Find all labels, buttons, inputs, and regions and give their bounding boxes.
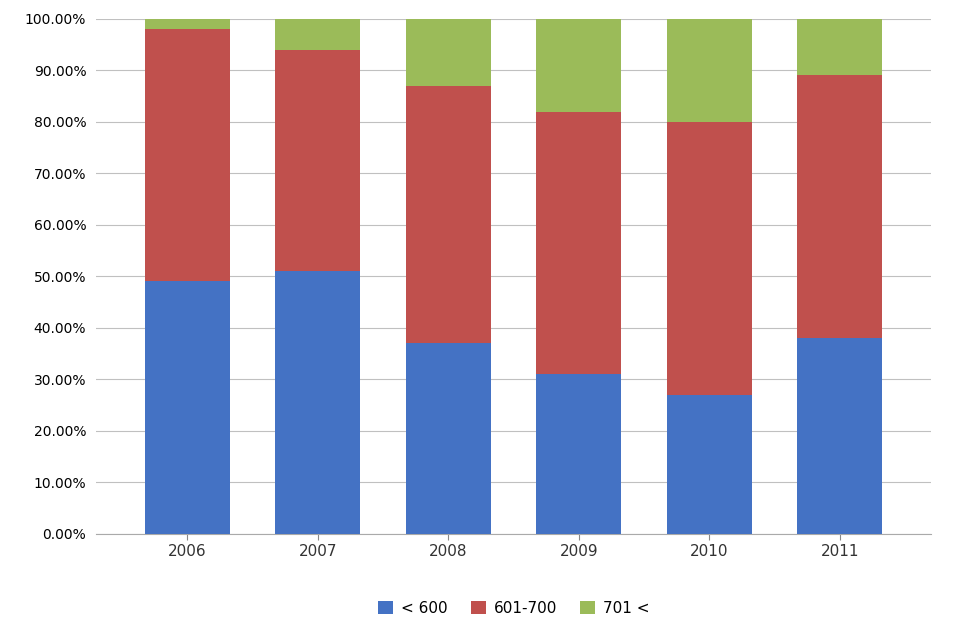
Bar bbox=[406, 86, 491, 344]
Bar bbox=[276, 50, 360, 271]
Bar bbox=[667, 19, 752, 122]
Legend: < 600, 601-700, 701 <: < 600, 601-700, 701 < bbox=[371, 593, 657, 623]
Bar bbox=[537, 19, 621, 112]
Bar bbox=[667, 395, 752, 534]
Bar bbox=[276, 19, 360, 50]
Bar bbox=[145, 281, 229, 534]
Bar bbox=[406, 19, 491, 86]
Bar bbox=[798, 75, 882, 338]
Bar bbox=[145, 19, 229, 29]
Bar bbox=[537, 374, 621, 534]
Bar bbox=[537, 112, 621, 374]
Bar bbox=[145, 29, 229, 281]
Bar bbox=[798, 0, 882, 75]
Bar bbox=[276, 271, 360, 534]
Bar bbox=[798, 338, 882, 534]
Bar bbox=[667, 122, 752, 395]
Bar bbox=[406, 344, 491, 534]
